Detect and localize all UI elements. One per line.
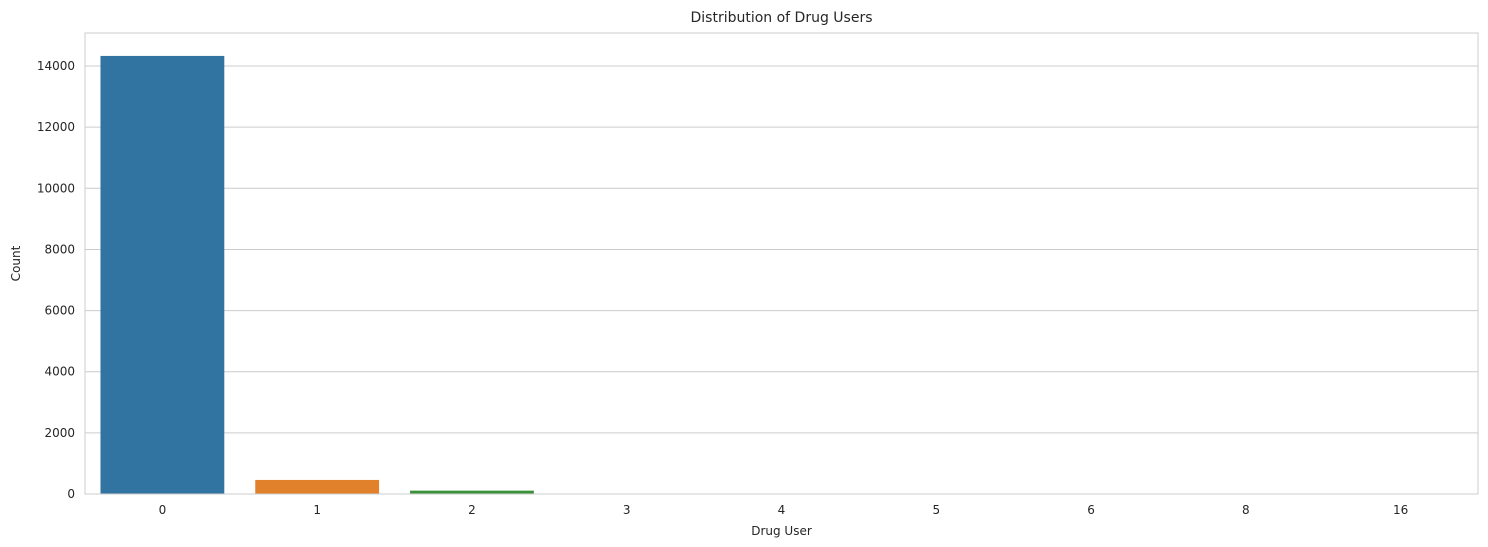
bar-1 [255, 479, 380, 494]
x-tick-label: 8 [1242, 503, 1250, 517]
x-tick-label: 3 [623, 503, 631, 517]
x-tick-label: 2 [468, 503, 476, 517]
x-tick-label: 1 [313, 503, 321, 517]
y-tick-label: 14000 [37, 59, 75, 73]
x-tick-label: 16 [1393, 503, 1408, 517]
x-tick-labels: 0 1 2 3 4 5 6 8 16 [159, 503, 1409, 517]
y-tick-label: 6000 [44, 304, 75, 318]
y-axis-label: Count [9, 245, 23, 281]
y-tick-label: 8000 [44, 242, 75, 256]
x-axis-label: Drug User [751, 524, 812, 538]
y-gridlines [85, 65, 1478, 495]
x-tick-label: 0 [159, 503, 167, 517]
bar-2 [410, 490, 534, 494]
y-tick-label: 12000 [37, 120, 75, 134]
chart-title: Distribution of Drug Users [690, 10, 872, 26]
x-tick-label: 4 [778, 503, 786, 517]
plot-frame [84, 32, 1479, 495]
x-tick-label: 6 [1087, 503, 1095, 517]
y-tick-label: 10000 [37, 181, 75, 195]
bar-0 [100, 55, 225, 494]
x-tick-label: 5 [932, 503, 940, 517]
y-tick-labels: 0 2000 4000 6000 8000 10000 12000 14000 [37, 59, 75, 501]
y-tick-label: 2000 [44, 426, 75, 440]
bars [100, 55, 1463, 494]
y-tick-label: 0 [67, 487, 75, 501]
y-tick-label: 4000 [44, 365, 75, 379]
